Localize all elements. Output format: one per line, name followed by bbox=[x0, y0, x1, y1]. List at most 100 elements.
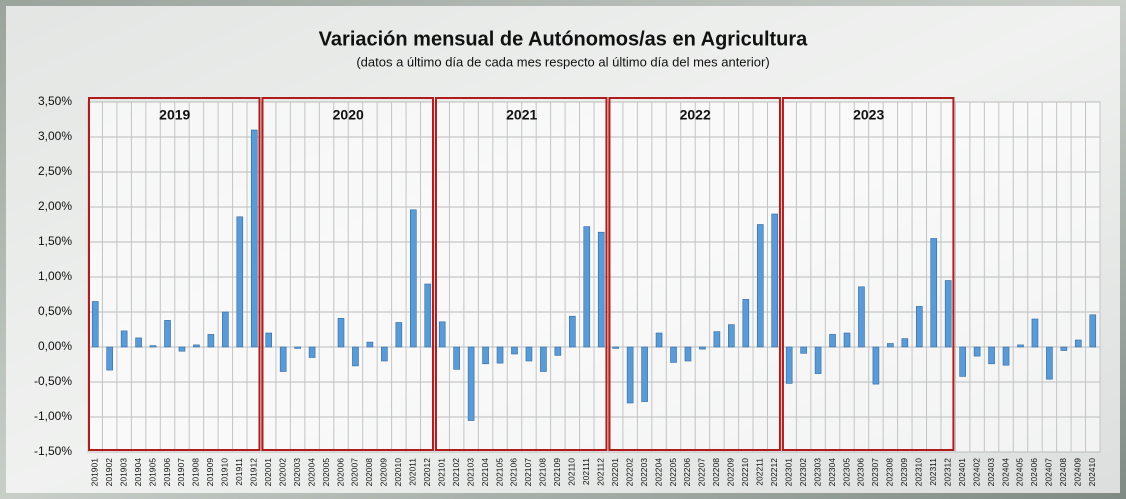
bar bbox=[872, 346, 880, 385]
bar bbox=[742, 299, 750, 348]
bar bbox=[193, 344, 200, 348]
x-tick-label: 201902 bbox=[104, 458, 114, 487]
x-tick-label: 202008 bbox=[364, 458, 374, 487]
x-tick-label: 202310 bbox=[914, 458, 924, 487]
bar bbox=[106, 346, 113, 371]
bar bbox=[800, 346, 807, 354]
bar bbox=[641, 346, 648, 402]
y-tick-label: 1,50% bbox=[38, 234, 72, 248]
year-label: 2020 bbox=[333, 107, 364, 123]
bar bbox=[337, 317, 345, 348]
bar bbox=[409, 209, 417, 348]
x-tick-label: 201912 bbox=[249, 458, 259, 487]
x-tick-label: 202210 bbox=[740, 458, 750, 487]
bar bbox=[149, 345, 157, 348]
x-tick-label: 202004 bbox=[306, 458, 316, 487]
x-tick-label: 202409 bbox=[1073, 458, 1083, 487]
x-tick-label: 202404 bbox=[1000, 458, 1010, 487]
bar bbox=[178, 346, 186, 352]
bar bbox=[135, 337, 142, 348]
x-tick-label: 202101 bbox=[436, 458, 446, 487]
bar bbox=[901, 338, 909, 348]
bar bbox=[583, 226, 591, 348]
x-tick-label: 202305 bbox=[841, 458, 851, 487]
x-tick-label: 202104 bbox=[480, 458, 490, 487]
x-tick-label: 202209 bbox=[726, 458, 736, 487]
chart-subtitle: (datos a último día de cada mes respecto… bbox=[356, 54, 769, 69]
year-label: 2019 bbox=[159, 107, 190, 123]
bar bbox=[959, 346, 966, 377]
bar bbox=[785, 346, 793, 384]
bar bbox=[424, 283, 432, 348]
x-tick-label: 201904 bbox=[133, 458, 143, 487]
x-tick-label: 202007 bbox=[350, 458, 360, 487]
bar bbox=[222, 311, 229, 348]
x-tick-label: 202002 bbox=[277, 458, 287, 487]
year-box bbox=[608, 97, 781, 451]
bar bbox=[1089, 314, 1097, 348]
bar bbox=[91, 301, 99, 348]
bar bbox=[597, 231, 605, 348]
x-tick-label: 201911 bbox=[234, 458, 244, 486]
year-box bbox=[261, 97, 434, 451]
bar bbox=[988, 346, 995, 365]
bar bbox=[554, 346, 562, 356]
bar bbox=[930, 238, 938, 348]
bar bbox=[525, 346, 533, 362]
y-tick-label: 3,00% bbox=[38, 129, 72, 143]
x-tick-label: 201909 bbox=[205, 458, 215, 487]
bar bbox=[655, 332, 663, 348]
x-tick-label: 202308 bbox=[885, 458, 895, 487]
bar bbox=[496, 346, 504, 364]
x-tick-label: 202108 bbox=[538, 458, 548, 487]
bar bbox=[829, 334, 836, 348]
x-tick-label: 202010 bbox=[393, 458, 403, 487]
bar bbox=[713, 331, 721, 348]
bar bbox=[511, 346, 518, 355]
bar bbox=[381, 346, 388, 362]
x-tick-label: 201906 bbox=[162, 458, 172, 487]
bar bbox=[728, 324, 735, 348]
x-tick-label: 202006 bbox=[335, 458, 345, 487]
bar bbox=[120, 330, 128, 348]
x-tick-label: 201901 bbox=[89, 458, 99, 487]
bar bbox=[279, 346, 287, 372]
x-tick-label: 202105 bbox=[494, 458, 504, 487]
bar bbox=[1046, 346, 1053, 380]
x-tick-label: 201908 bbox=[191, 458, 201, 487]
x-tick-label: 202011 bbox=[408, 458, 418, 486]
bar bbox=[207, 334, 215, 348]
year-label: 2022 bbox=[680, 107, 711, 123]
bar bbox=[1002, 346, 1010, 366]
year-box bbox=[781, 97, 955, 451]
x-tick-label: 202109 bbox=[552, 458, 562, 487]
x-tick-label: 202203 bbox=[639, 458, 649, 487]
bar bbox=[915, 306, 923, 348]
bar bbox=[395, 322, 403, 348]
x-tick-label: 202301 bbox=[783, 458, 793, 487]
bar bbox=[569, 315, 576, 348]
bar bbox=[482, 346, 489, 365]
bar bbox=[1017, 344, 1024, 348]
x-tick-label: 202005 bbox=[321, 458, 331, 487]
bar bbox=[1031, 318, 1039, 348]
year-label: 2021 bbox=[506, 107, 537, 123]
x-tick-label: 202106 bbox=[509, 458, 519, 487]
x-tick-label: 202307 bbox=[870, 458, 880, 487]
x-tick-label: 202306 bbox=[856, 458, 866, 487]
x-tick-label: 202407 bbox=[1044, 458, 1054, 487]
bar bbox=[771, 213, 779, 348]
bar bbox=[250, 129, 258, 348]
bar bbox=[540, 346, 547, 372]
bar bbox=[887, 343, 894, 348]
x-tick-label: 202003 bbox=[292, 458, 302, 487]
y-tick-label: 0,00% bbox=[38, 339, 72, 353]
bar bbox=[858, 286, 865, 348]
x-tick-label: 201905 bbox=[147, 458, 157, 487]
x-tick-label: 202211 bbox=[755, 458, 765, 486]
x-tick-label: 201907 bbox=[176, 458, 186, 487]
bar bbox=[467, 346, 475, 421]
x-tick-label: 202207 bbox=[697, 458, 707, 487]
x-tick-label: 202103 bbox=[465, 458, 475, 487]
